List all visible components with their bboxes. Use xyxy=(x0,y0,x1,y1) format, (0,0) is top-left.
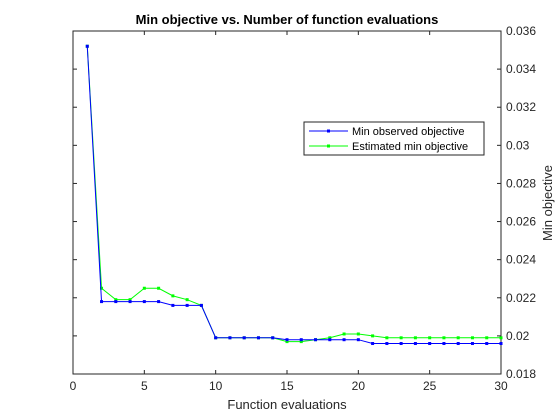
data-point-observed xyxy=(100,300,104,304)
data-point-estimated xyxy=(114,298,118,302)
y-axis-label: Min objective xyxy=(540,165,555,241)
legend-marker-observed xyxy=(327,129,330,133)
series-line-estimated xyxy=(86,46,501,343)
data-point-observed xyxy=(314,338,318,342)
legend-marker-estimated xyxy=(327,144,330,148)
series-line-observed xyxy=(86,46,501,345)
data-point-estimated xyxy=(142,286,146,290)
data-point-observed xyxy=(214,336,218,340)
x-axis: 0 5 10 15 20 25 30 xyxy=(70,31,508,393)
data-point-observed xyxy=(485,342,489,346)
data-point-observed xyxy=(114,300,118,304)
data-point-estimated xyxy=(171,294,175,298)
legend-label: Estimated min objective xyxy=(352,141,468,153)
x-axis-label: Function evaluations xyxy=(227,397,347,412)
x-tick-label: 10 xyxy=(209,379,223,393)
x-tick-label: 25 xyxy=(423,379,437,393)
x-tick-label: 15 xyxy=(280,379,294,393)
data-point-estimated xyxy=(285,340,289,344)
data-point-estimated xyxy=(470,336,474,340)
data-point-observed xyxy=(85,44,89,48)
data-point-estimated xyxy=(328,336,332,340)
y-tick-label: 0.024 xyxy=(506,253,536,267)
data-point-estimated xyxy=(356,332,360,336)
x-tick-label: 5 xyxy=(141,379,148,393)
x-tick-label: 20 xyxy=(352,379,366,393)
data-point-estimated xyxy=(385,336,389,340)
data-point-observed xyxy=(413,342,417,346)
y-tick-label: 0.022 xyxy=(506,291,536,305)
data-point-estimated xyxy=(342,332,346,336)
data-point-observed xyxy=(328,338,332,342)
data-point-estimated xyxy=(399,336,403,340)
data-point-estimated xyxy=(100,286,104,290)
y-tick-label: 0.028 xyxy=(506,176,536,190)
data-point-observed xyxy=(171,303,175,307)
data-point-observed xyxy=(399,342,403,346)
data-point-observed xyxy=(499,342,503,346)
data-point-observed xyxy=(456,342,460,346)
y-tick-label: 0.018 xyxy=(506,367,536,381)
data-point-observed xyxy=(185,303,189,307)
chart-title: Min objective vs. Number of function eva… xyxy=(136,12,439,27)
data-point-observed xyxy=(356,338,360,342)
x-tick-label: 0 xyxy=(70,379,77,393)
data-point-estimated xyxy=(499,336,503,340)
data-point-observed xyxy=(442,342,446,346)
data-point-observed xyxy=(371,342,375,346)
data-point-estimated xyxy=(428,336,432,340)
data-point-observed xyxy=(228,336,232,340)
data-point-observed xyxy=(256,336,260,340)
data-point-estimated xyxy=(371,334,375,338)
data-point-estimated xyxy=(456,336,460,340)
y-tick-label: 0.03 xyxy=(506,138,530,152)
legend-box xyxy=(303,121,485,156)
data-point-estimated xyxy=(485,336,489,340)
data-point-estimated xyxy=(157,286,161,290)
data-point-observed xyxy=(157,300,161,304)
legend: Min observed objective Estimated min obje… xyxy=(303,121,485,156)
data-point-observed xyxy=(385,342,389,346)
data-point-observed xyxy=(470,342,474,346)
y-tick-label: 0.026 xyxy=(506,215,536,229)
y-axis: 0.018 0.02 0.022 0.024 0.026 0.028 0.03 0.032 0.… xyxy=(73,24,536,381)
y-tick-label: 0.034 xyxy=(506,62,536,76)
data-point-observed xyxy=(242,336,246,340)
x-tick-label: 30 xyxy=(494,379,508,393)
data-point-observed xyxy=(285,338,289,342)
data-point-observed xyxy=(128,300,132,304)
legend-label: Min observed objective xyxy=(352,126,465,138)
data-point-observed xyxy=(199,303,203,307)
y-tick-label: 0.02 xyxy=(506,329,530,343)
data-point-estimated xyxy=(442,336,446,340)
data-point-observed xyxy=(428,342,432,346)
data-point-estimated xyxy=(128,298,132,302)
data-point-observed xyxy=(299,338,303,342)
data-point-observed xyxy=(342,338,346,342)
y-tick-label: 0.032 xyxy=(506,100,536,114)
data-point-estimated xyxy=(185,298,189,302)
data-point-estimated xyxy=(299,340,303,344)
data-point-observed xyxy=(142,300,146,304)
y-tick-label: 0.036 xyxy=(506,24,536,38)
data-point-estimated xyxy=(413,336,417,340)
data-point-observed xyxy=(271,336,275,340)
